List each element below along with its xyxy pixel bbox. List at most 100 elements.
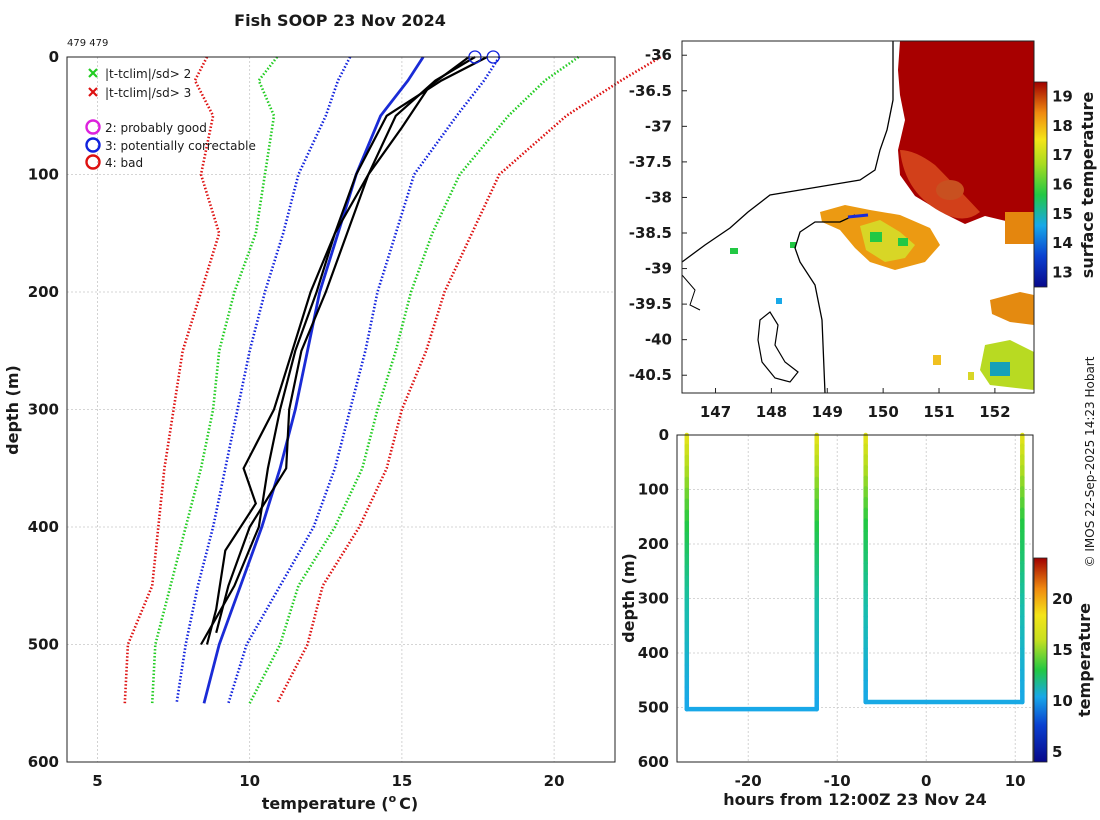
time-x-tick-label: 0 <box>921 772 931 790</box>
warm-eddy-region <box>898 41 1034 224</box>
map-y-tick-label: -37.5 <box>629 153 672 171</box>
sst-colorbar-tick-label: 15 <box>1052 205 1073 223</box>
map-x-tick-label: 147 <box>700 403 731 421</box>
sst-map <box>682 41 1034 393</box>
clim-plus-2sd-line <box>248 55 580 704</box>
sst-speckle <box>968 372 974 380</box>
map-y-ticks: -36 -36.5 -37 -37.5 -38 -38.5 -39 -39.5 -40 -40.5 <box>629 46 687 384</box>
legend-item-label: 2: probably good <box>105 121 207 135</box>
map-x-tick-label: 151 <box>923 403 954 421</box>
clim-minus-2sd-line <box>150 56 279 704</box>
observed-profile-line <box>200 56 488 646</box>
clim-minus-3sd-line <box>123 56 221 704</box>
time-tracks <box>684 432 1025 712</box>
profile-legend: |t-tclim|/sd> 2 |t-tclim|/sd> 3 2: probabl… <box>85 67 256 170</box>
sst-cool-patch <box>898 238 908 246</box>
profile-y-tick-label: 200 <box>28 283 59 301</box>
temp-colorbar-tick-label: 10 <box>1052 692 1073 710</box>
profile-y-tick-label: 300 <box>28 401 59 419</box>
map-y-tick-label: -37 <box>645 117 672 135</box>
ship-track <box>847 213 869 219</box>
legend-item-label: 4: bad <box>105 156 143 170</box>
sst-colorbar-tick-label: 14 <box>1052 234 1073 252</box>
climatology-mean-line <box>202 56 425 704</box>
legend-x-marker <box>88 87 98 97</box>
observed-profile-line <box>215 56 476 634</box>
temp-colorbar-tick-label: 15 <box>1052 641 1073 659</box>
legend-circle-marker <box>85 154 101 170</box>
time-x-tick-label: 10 <box>1005 772 1026 790</box>
legend-x-marker <box>88 68 98 78</box>
time-plot-frame <box>676 434 1034 763</box>
sst-speckle <box>776 298 782 304</box>
map-y-tick-label: -38 <box>645 188 672 206</box>
legend-circle-marker <box>85 137 101 153</box>
legend-item-label: |t-tclim|/sd> 3 <box>105 86 191 100</box>
profile-x-ticks: 5 10 15 20 <box>92 772 564 790</box>
profile-y-ticks: 0 100 200 300 400 500 600 <box>28 48 59 771</box>
clim-minus-1sd-line <box>175 56 352 704</box>
sst-colorbar-tick-label: 19 <box>1052 88 1073 106</box>
time-y-ticks: 0 100 200 300 400 500 600 <box>638 426 669 771</box>
sst-colorbar-tick-label: 13 <box>1052 263 1073 281</box>
profile-x-tick-label: 20 <box>544 772 565 790</box>
time-y-axis-label: depth (m) <box>619 553 638 643</box>
profile-y-tick-label: 500 <box>28 636 59 654</box>
clim-plus-3sd-line <box>275 55 662 704</box>
sst-south-patch <box>990 292 1034 325</box>
legend-item-label: |t-tclim|/sd> 2 <box>105 67 191 81</box>
profile-chart-title: Fish SOOP 23 Nov 2024 <box>234 11 446 30</box>
map-y-tick-label: -40 <box>645 331 672 349</box>
temp-colorbar-ticks: 5 10 15 20 <box>1052 590 1073 761</box>
sst-colorbar-label: surface temperature <box>1078 92 1097 279</box>
profile-x-label-close: ) <box>411 794 418 813</box>
sst-mid-patch <box>860 220 915 262</box>
sst-warm-patch <box>1005 212 1034 244</box>
profile-y-tick-label: 100 <box>28 166 59 184</box>
temp-colorbar-tick-label: 20 <box>1052 590 1073 608</box>
profile-x-tick-label: 10 <box>239 772 260 790</box>
map-x-tick-label: 148 <box>756 403 787 421</box>
time-y-tick-label: 200 <box>638 535 669 553</box>
temp-colorbar-tick-label: 5 <box>1052 743 1062 761</box>
sst-colorbar-ticks: 13 14 15 16 17 18 19 <box>1052 88 1073 282</box>
temp-colorbar <box>1033 557 1048 763</box>
profile-x-tick-label: 15 <box>391 772 412 790</box>
map-x-tick-label: 150 <box>867 403 898 421</box>
map-y-tick-label: -39.5 <box>629 295 672 313</box>
profile-plot-frame <box>66 56 616 763</box>
sst-cool-patch <box>870 232 882 242</box>
sst-colorbar <box>1033 81 1048 288</box>
sst-speckle <box>790 242 796 248</box>
coastline <box>682 41 894 263</box>
time-x-axis-label: hours from 12:00Z 23 Nov 24 <box>723 790 986 809</box>
time-y-tick-label: 100 <box>638 481 669 499</box>
legend-circle-marker <box>85 119 101 135</box>
eddy-core <box>936 180 964 200</box>
sst-colorbar-tick-label: 16 <box>1052 176 1073 194</box>
profile-x-axis-label: temperature (o C) <box>262 792 418 813</box>
time-y-tick-label: 500 <box>638 699 669 717</box>
island-outline <box>757 311 799 383</box>
credit-text: © IMOS 22-Sep-2025 14:23 Hobart <box>1083 356 1097 567</box>
map-y-tick-label: -36 <box>645 46 672 64</box>
profile-x-label-unit: C <box>399 794 411 813</box>
observed-profile-line <box>205 56 470 645</box>
map-y-tick-label: -38.5 <box>629 224 672 242</box>
time-x-tick-label: -20 <box>735 772 762 790</box>
map-y-tick-label: -36.5 <box>629 82 672 100</box>
time-x-ticks: -20 -10 0 10 <box>735 772 1026 790</box>
profile-x-label-degree: o <box>389 792 397 805</box>
shelf-contour <box>794 214 856 393</box>
map-x-tick-label: 152 <box>979 403 1010 421</box>
profile-y-tick-label: 0 <box>49 48 59 66</box>
profile-y-tick-label: 400 <box>28 518 59 536</box>
sst-colorbar-tick-label: 17 <box>1052 146 1073 164</box>
profile-x-label-text: temperature <box>262 794 376 813</box>
time-grid <box>677 434 1033 763</box>
profile-x-tick-label: 5 <box>92 772 102 790</box>
time-x-tick-label: -10 <box>824 772 851 790</box>
map-y-tick-label: -39 <box>645 260 672 278</box>
time-y-tick-label: 0 <box>659 426 669 444</box>
map-x-tick-label: 149 <box>812 403 843 421</box>
